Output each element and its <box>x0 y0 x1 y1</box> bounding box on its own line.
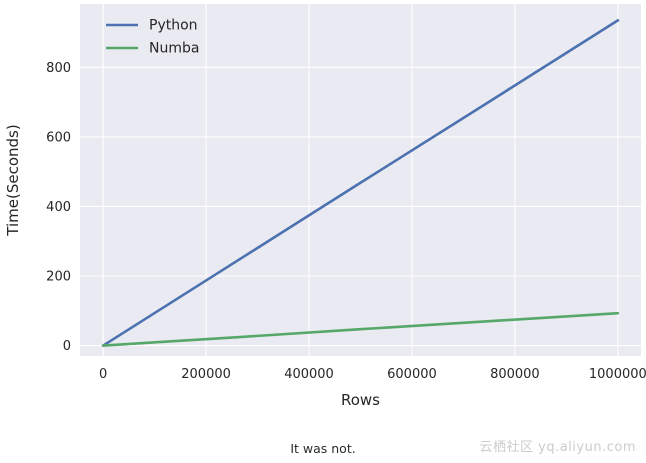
x-tick-label: 600000 <box>387 367 437 382</box>
y-axis-label: Time(Seconds) <box>4 124 22 236</box>
x-tick-label: 1000000 <box>589 367 646 382</box>
series-line-numba <box>101 311 620 347</box>
x-tick-label: 400000 <box>284 367 334 382</box>
legend-label-numba: Numba <box>149 41 199 57</box>
chart-svg: 0 200000 400000 600000 800000 1000000 0 200 400 6… <box>4 4 646 409</box>
x-tick-label: 800000 <box>490 367 540 382</box>
x-axis-label: Rows <box>341 391 380 409</box>
y-tick-label: 200 <box>46 270 71 285</box>
plot-area <box>80 4 641 356</box>
y-tick-label: 400 <box>46 200 71 215</box>
caption: It was not. <box>290 441 356 456</box>
watermark: 云栖社区 yq.aliyun.com <box>479 440 636 455</box>
x-tick-label: 200000 <box>181 367 231 382</box>
y-tick-label: 600 <box>46 130 71 145</box>
legend-label-python: Python <box>149 18 198 34</box>
y-tick-label: 0 <box>63 339 71 354</box>
x-tick-label: 0 <box>99 367 107 382</box>
y-tick-label: 800 <box>46 61 71 76</box>
series-line-python <box>101 19 620 347</box>
